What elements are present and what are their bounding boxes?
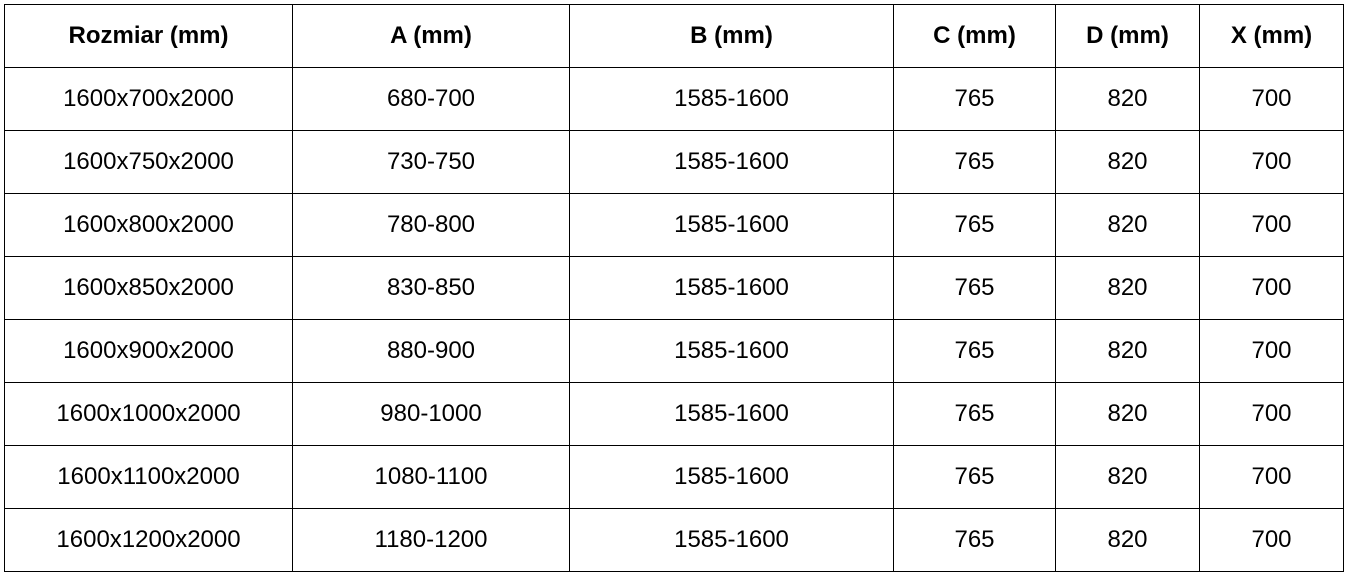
table-cell: 820 [1055,193,1200,257]
table-row: 1600x900x2000 880-900 1585-1600 765 820 700 [4,319,1344,383]
table-cell: 700 [1199,67,1344,131]
table-cell: 980-1000 [292,382,570,446]
table-cell: 1585-1600 [569,130,894,194]
column-header: X (mm) [1199,4,1344,68]
table-cell: 1585-1600 [569,445,894,509]
table-cell: 700 [1199,130,1344,194]
table-cell: 1600x1000x2000 [4,382,293,446]
table-cell: 1600x1100x2000 [4,445,293,509]
column-header: D (mm) [1055,4,1200,68]
table-row: 1600x850x2000 830-850 1585-1600 765 820 700 [4,256,1344,320]
table-cell: 680-700 [292,67,570,131]
table-cell: 1600x900x2000 [4,319,293,383]
table-cell: 820 [1055,382,1200,446]
table-cell: 1600x1200x2000 [4,508,293,572]
table-cell: 1600x700x2000 [4,67,293,131]
table-cell: 700 [1199,382,1344,446]
table-row: 1600x1100x2000 1080-1100 1585-1600 765 820 70… [4,445,1344,509]
table-cell: 1585-1600 [569,256,894,320]
table-cell: 765 [893,193,1056,257]
table-cell: 765 [893,445,1056,509]
table-row: 1600x1200x2000 1180-1200 1585-1600 765 820 70… [4,508,1344,572]
table-cell: 700 [1199,508,1344,572]
column-header: C (mm) [893,4,1056,68]
table-cell: 1180-1200 [292,508,570,572]
table-cell: 765 [893,508,1056,572]
table-cell: 780-800 [292,193,570,257]
table-cell: 880-900 [292,319,570,383]
table-row: 1600x750x2000 730-750 1585-1600 765 820 700 [4,130,1344,194]
table-cell: 1585-1600 [569,67,894,131]
header-row: Rozmiar (mm) A (mm) B (mm) C (mm) D (mm) X (m… [4,4,1344,68]
table-cell: 830-850 [292,256,570,320]
table-cell: 700 [1199,445,1344,509]
table-cell: 730-750 [292,130,570,194]
table-cell: 1600x800x2000 [4,193,293,257]
table-cell: 1600x750x2000 [4,130,293,194]
table-row: 1600x1000x2000 980-1000 1585-1600 765 820 700 [4,382,1344,446]
column-header: A (mm) [292,4,570,68]
table-cell: 700 [1199,319,1344,383]
table-cell: 820 [1055,319,1200,383]
table-cell: 1585-1600 [569,382,894,446]
table-cell: 765 [893,382,1056,446]
table-row: 1600x800x2000 780-800 1585-1600 765 820 700 [4,193,1344,257]
table-cell: 1080-1100 [292,445,570,509]
table-cell: 820 [1055,445,1200,509]
table-cell: 765 [893,130,1056,194]
table-cell: 765 [893,67,1056,131]
column-header: Rozmiar (mm) [4,4,293,68]
table-cell: 820 [1055,130,1200,194]
dimensions-table: Rozmiar (mm) A (mm) B (mm) C (mm) D (mm) X (m… [4,4,1344,572]
table-cell: 1585-1600 [569,193,894,257]
table-cell: 820 [1055,67,1200,131]
table-cell: 765 [893,319,1056,383]
table-row: 1600x700x2000 680-700 1585-1600 765 820 700 [4,67,1344,131]
table-cell: 820 [1055,256,1200,320]
table-cell: 820 [1055,508,1200,572]
column-header: B (mm) [569,4,894,68]
table-cell: 1585-1600 [569,508,894,572]
table-cell: 700 [1199,193,1344,257]
table-cell: 1585-1600 [569,319,894,383]
table-cell: 700 [1199,256,1344,320]
table-cell: 1600x850x2000 [4,256,293,320]
table-cell: 765 [893,256,1056,320]
